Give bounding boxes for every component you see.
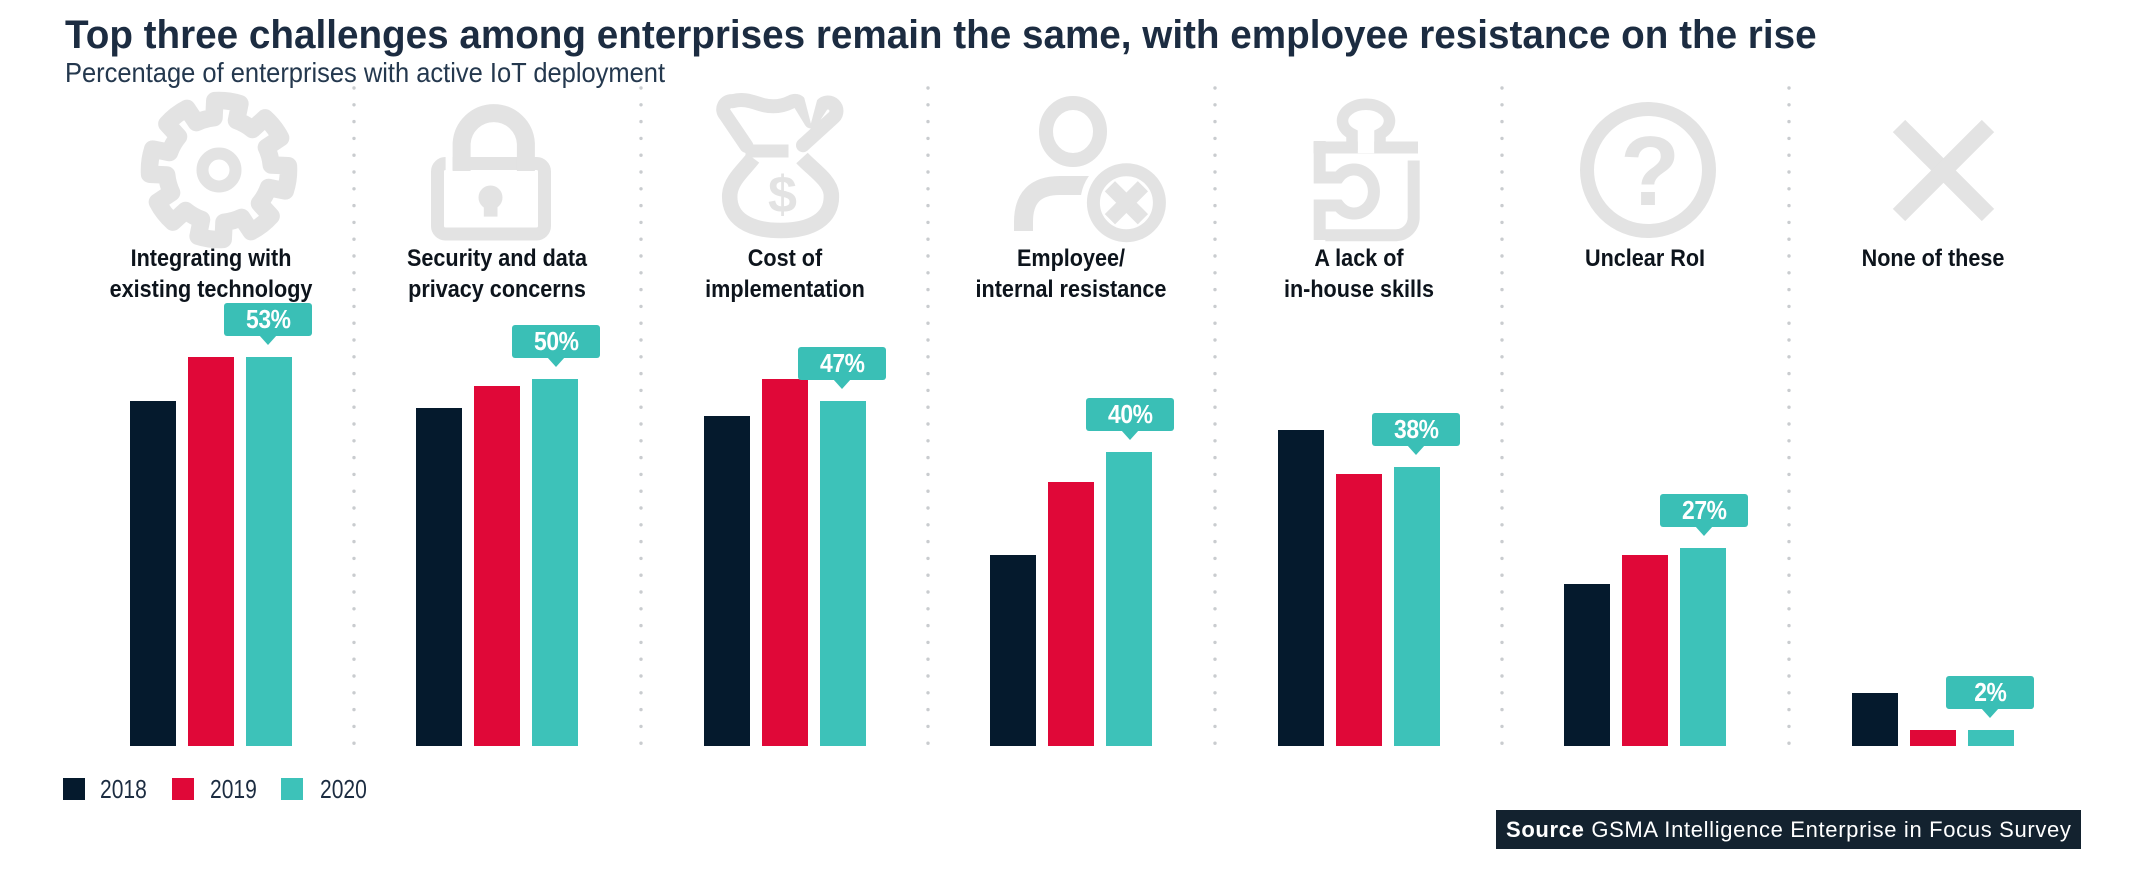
svg-text:?: ?	[1620, 116, 1680, 226]
svg-text:$: $	[768, 166, 797, 224]
